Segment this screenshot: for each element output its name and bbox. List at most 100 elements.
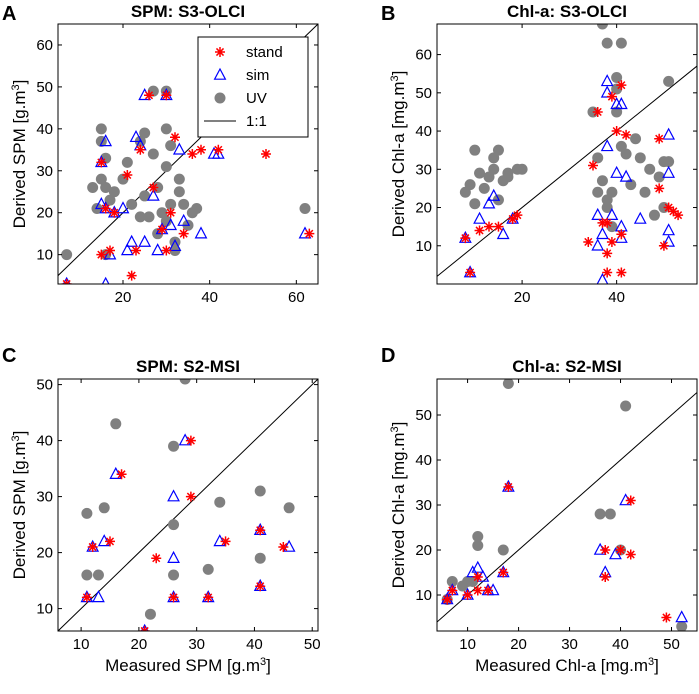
stand-point [600, 572, 611, 582]
panel-letter: B [381, 3, 395, 25]
stand-point [498, 567, 509, 578]
plot-frame [57, 23, 319, 285]
sim-point [675, 610, 689, 623]
stand-point [109, 207, 120, 218]
y-tick-label: 50 [415, 85, 432, 102]
uv-point [502, 379, 514, 389]
stand-point [588, 160, 598, 171]
uv-point [98, 502, 110, 514]
sim-point [610, 165, 624, 178]
legend-label: 1:1 [246, 113, 267, 130]
uv-point [173, 173, 185, 185]
y-tick-label: 10 [36, 247, 53, 264]
uv-point [173, 186, 185, 198]
stand-point [616, 80, 627, 91]
uv-point [160, 215, 172, 227]
stand-point [615, 545, 626, 555]
y-tick-label: 40 [415, 452, 432, 469]
stand-point [602, 267, 613, 278]
stand-series [460, 80, 684, 278]
stand-point [278, 542, 289, 552]
sim-series [80, 433, 296, 631]
stand-point [131, 245, 141, 256]
x-tick-label: 40 [201, 289, 218, 306]
uv-point [601, 37, 613, 49]
y-tick-label: 50 [36, 79, 53, 96]
uv-point [202, 563, 214, 575]
one-to-one-line [437, 392, 697, 623]
uv-point [606, 186, 618, 198]
uv-point [611, 106, 623, 118]
stand-point [583, 236, 594, 247]
uv-point [516, 163, 528, 175]
x-tick-label: 20 [514, 289, 531, 306]
uv-point [620, 148, 632, 160]
sim-point [487, 188, 501, 201]
x-tick-label: 50 [663, 636, 680, 653]
y-tick-label: 40 [415, 123, 432, 140]
uv-point [214, 496, 226, 508]
y-tick-label: 30 [36, 163, 53, 180]
sim-point [619, 169, 633, 182]
legend: stand sim UV 1:1 [197, 36, 309, 138]
sim-point [168, 238, 182, 252]
uv-point [648, 209, 660, 221]
stand-point [96, 249, 107, 260]
uv-series [459, 24, 675, 233]
uv-point [169, 236, 181, 248]
sim-point [633, 211, 647, 224]
panel-letter: A [2, 3, 16, 25]
uv-point [121, 156, 133, 168]
sim-point [151, 243, 165, 256]
stand-point [661, 612, 672, 623]
stand-point [96, 157, 107, 168]
sim-point [101, 276, 110, 284]
sim-point [109, 466, 123, 479]
y-tick-label: 30 [415, 161, 432, 178]
stand-point [261, 149, 271, 159]
uv-point [165, 198, 177, 210]
uv-point [663, 156, 675, 168]
y-axis-label: Derived Chl-a [mg.m3] [389, 422, 408, 589]
stand-point [673, 210, 684, 221]
sim-point [619, 493, 633, 506]
stand-point [462, 590, 473, 600]
uv-point [446, 576, 458, 587]
uv-point [604, 508, 616, 520]
y-tick-label: 50 [415, 407, 432, 424]
sim-point [138, 234, 152, 247]
uv-point [147, 148, 159, 160]
sim-point [591, 207, 605, 220]
stand-point [196, 144, 206, 155]
x-axis-label: Measured Chl-a [mg.m3] [475, 656, 659, 675]
stand-point [465, 267, 476, 278]
stand-point [503, 482, 514, 492]
y-tick-label: 10 [36, 601, 53, 618]
stand-point [105, 536, 115, 547]
stand-point [668, 206, 679, 217]
uv-series [81, 379, 295, 620]
stand-point [447, 585, 458, 596]
uv-point [108, 186, 120, 198]
stand-point [161, 90, 172, 101]
x-tick-label: 40 [608, 289, 625, 306]
panel-d: D Chl-a: S2-MSI 10 20 30 40 50 10 20 30 40 50 Derive… [381, 345, 698, 675]
stand-point [81, 592, 92, 603]
uv-point [168, 440, 180, 452]
stand-point [472, 585, 483, 596]
stand-point [482, 585, 493, 596]
uv-point [81, 569, 93, 581]
x-tick-label: 40 [612, 636, 629, 653]
stand-point [148, 182, 159, 193]
uv-point [478, 182, 490, 194]
uv-point [61, 249, 73, 261]
chart-title: SPM: S3-OLCI [131, 2, 245, 21]
sim-point [177, 213, 191, 226]
sim-point [596, 272, 609, 284]
stand-point [135, 144, 146, 155]
stand-point [611, 126, 622, 137]
sim-point [466, 565, 480, 578]
sim-point [282, 539, 296, 552]
uv-point [134, 211, 146, 223]
